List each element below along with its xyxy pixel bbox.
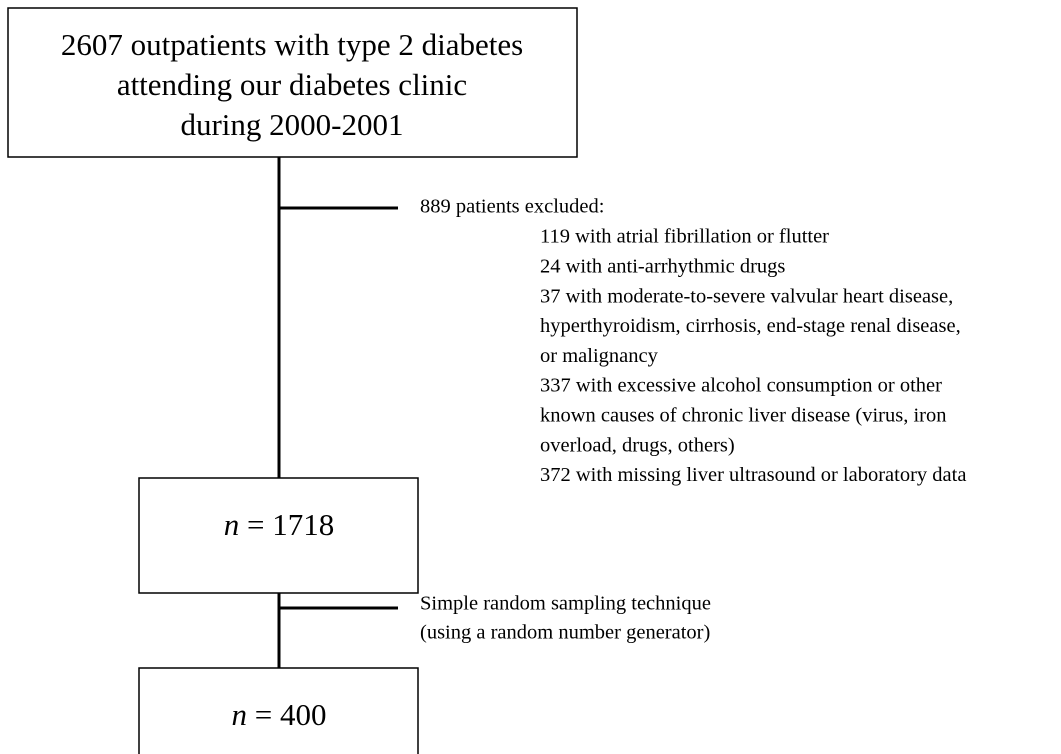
exclusion-heading: 889 patients excluded: — [420, 196, 604, 218]
sampling-text: Simple random sampling technique — [420, 593, 711, 615]
box-text: 2607 outpatients with type 2 diabetes — [61, 27, 523, 62]
box-text: n = 400 — [232, 697, 327, 732]
count: = 1718 — [247, 507, 334, 542]
exclusion-line: 24 with anti-arrhythmic drugs — [540, 256, 785, 278]
exclusion-line: overload, drugs, others) — [540, 434, 735, 456]
exclusion-line: 119 with atrial fibrillation or flutter — [540, 226, 829, 248]
box-text: n = 1718 — [224, 507, 334, 542]
variable: n — [232, 697, 248, 732]
exclusion-list: 119 with atrial fibrillation or flutter 2… — [540, 226, 966, 486]
box-text: during 2000-2001 — [180, 107, 403, 142]
exclusion-line: 372 with missing liver ultrasound or lab… — [540, 464, 966, 486]
variable: n — [224, 507, 240, 542]
count: = 400 — [255, 697, 327, 732]
exclusion-line: 337 with excessive alcohol consumption o… — [540, 375, 942, 397]
box-start — [7, 7, 578, 158]
exclusion-line: hyperthyroidism, cirrhosis, end-stage re… — [540, 315, 961, 337]
sampling-text: (using a random number generator) — [420, 622, 710, 644]
exclusion-line: 37 with moderate-to-severe valvular hear… — [540, 285, 953, 307]
box-end — [138, 667, 419, 754]
exclusion-line: known causes of chronic liver disease (v… — [540, 405, 946, 427]
box-text: attending our diabetes clinic — [117, 67, 467, 102]
box-middle — [138, 477, 419, 594]
exclusion-line: or malignancy — [540, 345, 659, 367]
